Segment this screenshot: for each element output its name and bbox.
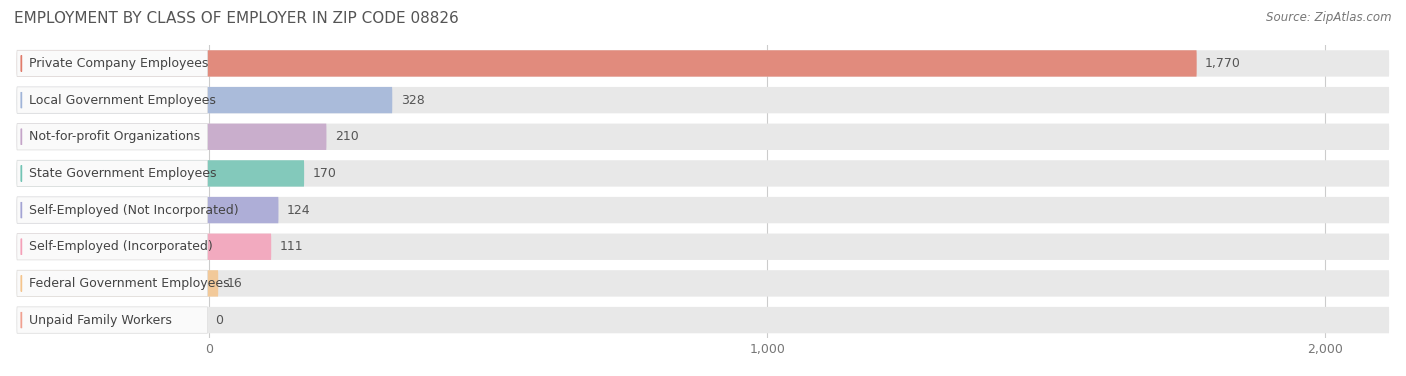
FancyBboxPatch shape	[17, 87, 1389, 113]
Text: Self-Employed (Not Incorporated): Self-Employed (Not Incorporated)	[30, 203, 239, 217]
FancyBboxPatch shape	[17, 124, 208, 150]
FancyBboxPatch shape	[17, 197, 1389, 223]
FancyBboxPatch shape	[17, 270, 218, 297]
Text: Source: ZipAtlas.com: Source: ZipAtlas.com	[1267, 11, 1392, 24]
FancyBboxPatch shape	[17, 160, 1389, 186]
Text: 111: 111	[280, 240, 304, 253]
Text: 210: 210	[335, 130, 359, 143]
FancyBboxPatch shape	[17, 124, 326, 150]
Text: 0: 0	[215, 314, 224, 327]
FancyBboxPatch shape	[17, 233, 271, 260]
FancyBboxPatch shape	[17, 87, 392, 113]
FancyBboxPatch shape	[17, 197, 208, 223]
FancyBboxPatch shape	[17, 124, 1389, 150]
Text: 328: 328	[401, 94, 425, 107]
Text: EMPLOYMENT BY CLASS OF EMPLOYER IN ZIP CODE 08826: EMPLOYMENT BY CLASS OF EMPLOYER IN ZIP C…	[14, 11, 458, 26]
Text: 124: 124	[287, 203, 311, 217]
FancyBboxPatch shape	[17, 270, 1389, 297]
Text: 16: 16	[226, 277, 242, 290]
Text: Unpaid Family Workers: Unpaid Family Workers	[30, 314, 172, 327]
FancyBboxPatch shape	[17, 50, 1389, 77]
Text: Self-Employed (Incorporated): Self-Employed (Incorporated)	[30, 240, 212, 253]
FancyBboxPatch shape	[17, 160, 304, 186]
Text: State Government Employees: State Government Employees	[30, 167, 217, 180]
FancyBboxPatch shape	[17, 233, 208, 260]
Text: 1,770: 1,770	[1205, 57, 1241, 70]
FancyBboxPatch shape	[17, 270, 208, 297]
FancyBboxPatch shape	[17, 307, 208, 333]
Text: Local Government Employees: Local Government Employees	[30, 94, 217, 107]
Text: 170: 170	[312, 167, 336, 180]
FancyBboxPatch shape	[17, 50, 208, 77]
FancyBboxPatch shape	[17, 197, 278, 223]
FancyBboxPatch shape	[17, 233, 1389, 260]
FancyBboxPatch shape	[17, 160, 208, 186]
FancyBboxPatch shape	[17, 307, 1389, 333]
FancyBboxPatch shape	[17, 50, 1197, 77]
FancyBboxPatch shape	[17, 87, 208, 113]
Text: Federal Government Employees: Federal Government Employees	[30, 277, 229, 290]
Text: Private Company Employees: Private Company Employees	[30, 57, 208, 70]
Text: Not-for-profit Organizations: Not-for-profit Organizations	[30, 130, 200, 143]
